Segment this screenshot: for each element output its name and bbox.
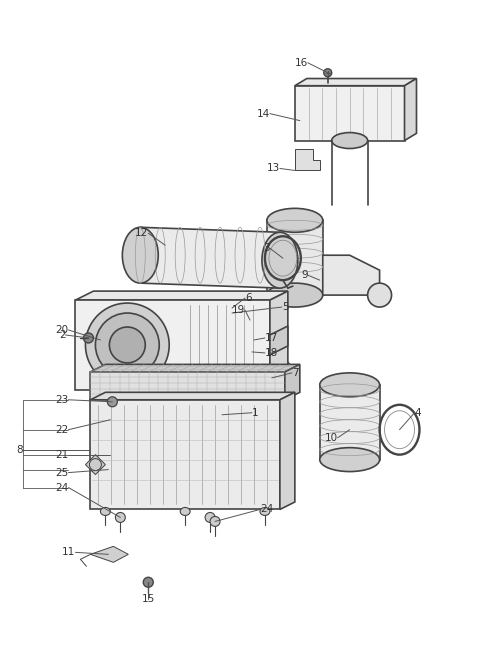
Polygon shape	[85, 455, 106, 474]
Text: 7: 7	[292, 368, 299, 378]
Ellipse shape	[207, 300, 257, 320]
Ellipse shape	[210, 303, 218, 311]
Polygon shape	[75, 291, 288, 300]
Ellipse shape	[332, 133, 368, 148]
Text: 21: 21	[55, 449, 69, 460]
Polygon shape	[285, 364, 300, 400]
Ellipse shape	[85, 303, 169, 387]
Text: 18: 18	[265, 348, 278, 358]
Polygon shape	[280, 392, 295, 510]
Text: 1: 1	[252, 408, 259, 418]
Text: 11: 11	[62, 547, 75, 558]
Polygon shape	[320, 385, 380, 460]
Polygon shape	[90, 392, 295, 400]
Text: 10: 10	[324, 433, 338, 443]
Polygon shape	[295, 148, 320, 171]
Ellipse shape	[122, 227, 158, 283]
Text: 12: 12	[135, 228, 148, 238]
Polygon shape	[270, 291, 288, 390]
Text: 17: 17	[265, 333, 278, 343]
Ellipse shape	[210, 516, 220, 526]
Polygon shape	[295, 86, 405, 140]
Text: 16: 16	[295, 58, 308, 68]
Text: 23: 23	[55, 395, 69, 405]
Polygon shape	[90, 546, 128, 562]
Ellipse shape	[96, 398, 104, 406]
Ellipse shape	[320, 373, 380, 397]
Text: 24: 24	[260, 504, 273, 514]
Text: 22: 22	[55, 424, 69, 435]
Text: 15: 15	[142, 594, 155, 604]
Ellipse shape	[108, 397, 117, 407]
Text: 24: 24	[55, 483, 69, 493]
Ellipse shape	[260, 508, 270, 516]
Ellipse shape	[205, 512, 215, 522]
Text: 14: 14	[257, 109, 270, 119]
Ellipse shape	[115, 512, 125, 522]
Ellipse shape	[320, 447, 380, 472]
Ellipse shape	[267, 283, 323, 307]
Polygon shape	[75, 300, 270, 390]
Polygon shape	[140, 227, 280, 288]
Ellipse shape	[262, 232, 298, 288]
Text: 3: 3	[264, 243, 270, 253]
Text: 6: 6	[245, 293, 252, 303]
Text: 25: 25	[55, 468, 69, 478]
Polygon shape	[323, 255, 380, 295]
Ellipse shape	[324, 69, 332, 77]
Ellipse shape	[259, 344, 265, 350]
Text: 4: 4	[415, 408, 421, 418]
Ellipse shape	[84, 333, 94, 343]
Text: 13: 13	[266, 163, 280, 173]
Ellipse shape	[96, 313, 159, 377]
Ellipse shape	[207, 340, 257, 360]
Ellipse shape	[368, 283, 392, 307]
Text: 9: 9	[301, 270, 308, 280]
Text: 5: 5	[282, 302, 288, 312]
Polygon shape	[270, 326, 288, 355]
Text: 8: 8	[16, 445, 23, 455]
Text: 20: 20	[55, 325, 69, 335]
Ellipse shape	[180, 508, 190, 516]
Polygon shape	[90, 400, 280, 510]
Polygon shape	[90, 372, 285, 400]
Ellipse shape	[217, 410, 227, 420]
Ellipse shape	[100, 508, 110, 516]
Polygon shape	[90, 364, 300, 372]
Polygon shape	[207, 310, 257, 350]
Text: 2: 2	[59, 330, 65, 340]
Ellipse shape	[144, 577, 153, 587]
Polygon shape	[267, 220, 323, 295]
Ellipse shape	[109, 327, 145, 363]
Ellipse shape	[267, 209, 323, 232]
Text: 19: 19	[232, 305, 245, 315]
Polygon shape	[295, 79, 417, 86]
Ellipse shape	[271, 398, 279, 406]
Polygon shape	[405, 79, 417, 140]
